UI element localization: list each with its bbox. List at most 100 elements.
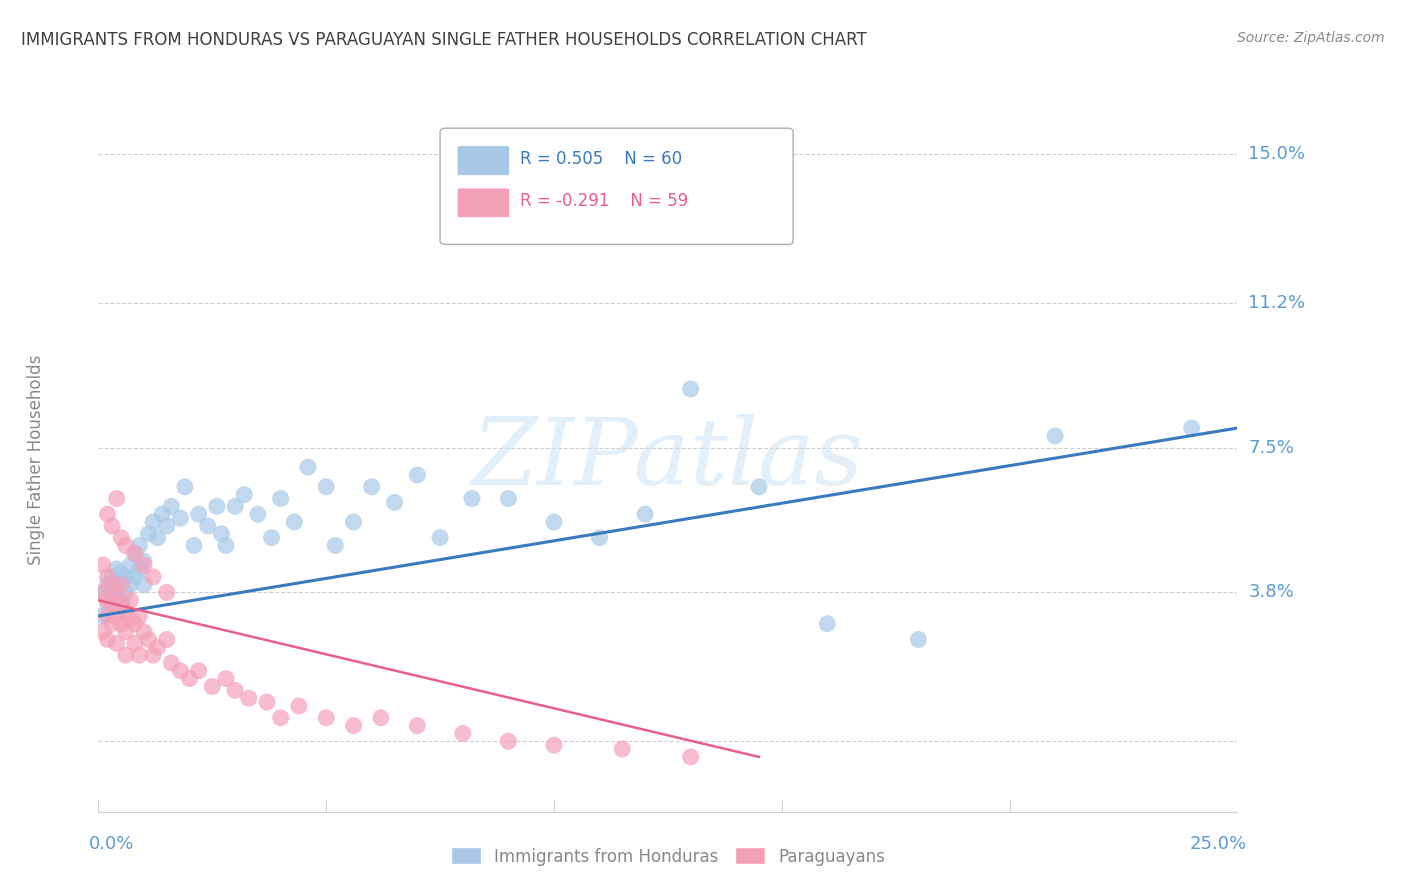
Point <box>132 577 155 591</box>
Point <box>101 519 124 533</box>
Point <box>209 526 232 541</box>
Point <box>174 480 197 494</box>
Point <box>270 491 292 506</box>
Text: R = -0.291    N = 59: R = -0.291 N = 59 <box>520 193 688 211</box>
Point <box>256 695 278 709</box>
Point <box>128 648 150 662</box>
Point <box>132 554 155 568</box>
Point <box>197 519 219 533</box>
Point <box>498 734 520 748</box>
Point <box>215 672 238 686</box>
Point <box>342 515 364 529</box>
Point <box>132 558 155 573</box>
Point <box>907 632 929 647</box>
Point <box>260 531 283 545</box>
Point <box>323 539 346 553</box>
Point <box>101 577 124 591</box>
Point <box>370 711 392 725</box>
Point <box>543 738 565 752</box>
Point <box>124 636 146 650</box>
Point <box>156 519 179 533</box>
Point <box>612 742 634 756</box>
Point <box>142 648 165 662</box>
Point <box>110 566 132 580</box>
Point <box>101 616 124 631</box>
Point <box>114 648 136 662</box>
Point <box>150 507 173 521</box>
Text: 3.8%: 3.8% <box>1249 583 1294 601</box>
Point <box>96 632 118 647</box>
Point <box>101 585 124 599</box>
Point <box>96 577 118 591</box>
Point <box>224 500 246 514</box>
Point <box>101 597 124 611</box>
Point <box>679 382 702 396</box>
Point <box>114 624 136 639</box>
Text: 0.0%: 0.0% <box>90 835 135 854</box>
Point <box>128 562 150 576</box>
Point <box>120 593 142 607</box>
Point <box>110 577 132 591</box>
Text: 15.0%: 15.0% <box>1249 145 1305 163</box>
Point <box>110 597 132 611</box>
Point <box>283 515 305 529</box>
Point <box>96 597 118 611</box>
Point <box>105 585 128 599</box>
FancyBboxPatch shape <box>457 188 509 218</box>
Point <box>1043 429 1066 443</box>
FancyBboxPatch shape <box>440 128 793 244</box>
Point <box>288 699 311 714</box>
Text: R = 0.505    N = 60: R = 0.505 N = 60 <box>520 150 682 169</box>
Point <box>201 680 224 694</box>
Point <box>105 562 128 576</box>
Point <box>91 624 114 639</box>
Point <box>146 531 169 545</box>
Point <box>160 500 183 514</box>
Point <box>138 526 160 541</box>
Point <box>91 585 114 599</box>
Point <box>246 507 269 521</box>
Text: 25.0%: 25.0% <box>1189 835 1246 854</box>
Point <box>114 570 136 584</box>
Point <box>342 718 364 732</box>
Point <box>406 718 429 732</box>
Point <box>679 750 702 764</box>
Point <box>169 511 191 525</box>
Point <box>205 500 228 514</box>
FancyBboxPatch shape <box>457 145 509 176</box>
Point <box>128 539 150 553</box>
Point <box>91 558 114 573</box>
Point <box>384 495 406 509</box>
Point <box>187 664 209 678</box>
Point <box>124 616 146 631</box>
Point <box>105 491 128 506</box>
Point <box>1181 421 1204 435</box>
Point <box>105 609 128 624</box>
Point <box>160 656 183 670</box>
Point <box>114 539 136 553</box>
Point <box>588 531 610 545</box>
Point <box>233 487 256 501</box>
Point <box>169 664 191 678</box>
Point <box>297 460 319 475</box>
Point <box>215 539 238 553</box>
Point <box>461 491 484 506</box>
Point <box>132 624 155 639</box>
Point <box>146 640 169 655</box>
Text: IMMIGRANTS FROM HONDURAS VS PARAGUAYAN SINGLE FATHER HOUSEHOLDS CORRELATION CHAR: IMMIGRANTS FROM HONDURAS VS PARAGUAYAN S… <box>21 31 868 49</box>
Point <box>429 531 451 545</box>
Text: Source: ZipAtlas.com: Source: ZipAtlas.com <box>1237 31 1385 45</box>
Point <box>183 539 205 553</box>
Point <box>120 558 142 573</box>
Point <box>105 590 128 604</box>
Legend: Immigrants from Honduras, Paraguayans: Immigrants from Honduras, Paraguayans <box>443 839 893 874</box>
Point <box>360 480 382 494</box>
Point <box>315 480 337 494</box>
Point <box>451 726 474 740</box>
Point <box>498 491 520 506</box>
Point <box>315 711 337 725</box>
Text: ZIPatlas: ZIPatlas <box>472 415 863 504</box>
Point <box>270 711 292 725</box>
Point <box>179 672 201 686</box>
Point <box>124 546 146 560</box>
